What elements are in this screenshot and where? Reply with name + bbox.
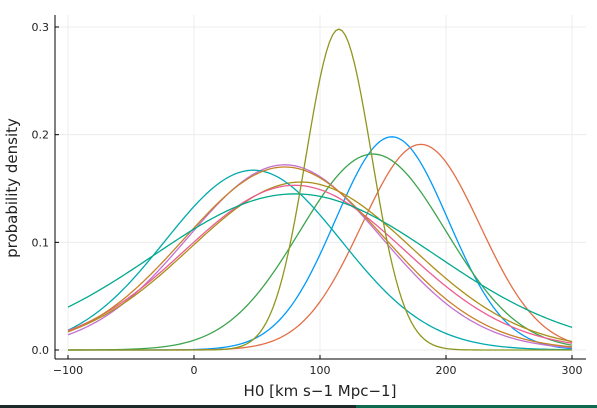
series-line-5 [67,181,573,343]
grid [55,15,586,359]
window-bottom-accent [356,405,597,408]
y-tick-label: 0.3 [32,21,50,34]
y-tick-label: 0.2 [32,129,50,142]
series-line-4 [67,164,573,349]
series-line-9 [67,193,573,328]
series-line-10 [68,28,572,351]
series-line-3 [67,153,573,351]
y-axis-label: probability density [3,118,21,258]
ticks: −100 0 100 200 300 0.0 0.1 0.2 0.3 [32,21,583,377]
window-bottom-edge [0,405,356,408]
x-axis-label: H0 [km s−1 Mpc−1] [244,382,397,400]
series-line-7 [67,184,573,344]
x-tick-label: 0 [191,364,198,377]
x-tick-label: −100 [53,364,83,377]
x-tick-label: 200 [436,364,457,377]
x-tick-label: 300 [562,364,583,377]
series-lines [67,28,573,351]
series-line-8 [67,166,573,348]
y-tick-label: 0.1 [32,236,50,249]
y-tick-label: 0.0 [32,344,50,357]
x-tick-label: 100 [310,364,331,377]
